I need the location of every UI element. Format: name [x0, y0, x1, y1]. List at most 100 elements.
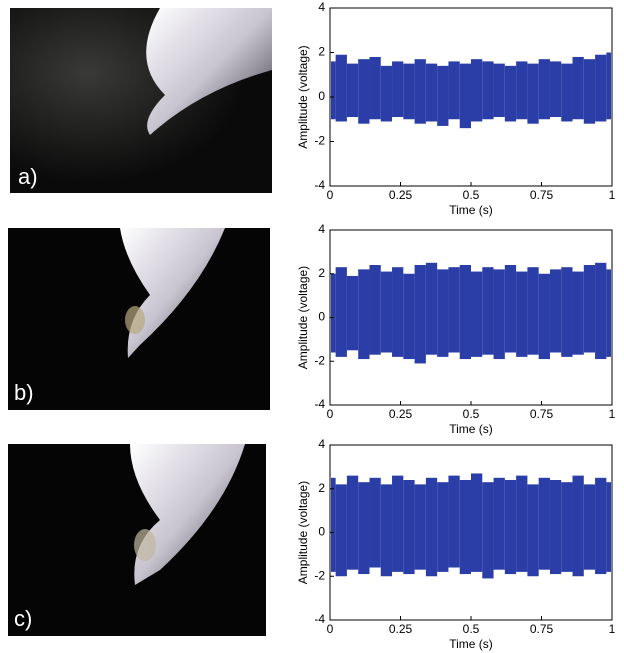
signal-envelope	[471, 59, 483, 122]
signal-envelope	[331, 477, 336, 572]
signal-envelope	[504, 480, 517, 575]
signal-envelope	[606, 52, 611, 120]
signal-envelope	[331, 273, 336, 353]
signal-envelope	[358, 59, 370, 124]
signal-envelope	[437, 65, 449, 126]
y-tick-label: 2	[318, 481, 325, 495]
x-tick-label: 0.75	[530, 188, 554, 202]
signal-envelope	[414, 265, 426, 364]
signal-envelope	[527, 267, 539, 355]
x-tick-label: 1	[609, 188, 616, 202]
signal-envelope	[606, 482, 611, 572]
signal-envelope	[369, 56, 381, 120]
signal-envelope	[482, 61, 494, 120]
photo-b	[8, 228, 270, 410]
x-tick-label: 0.5	[463, 188, 480, 202]
signal-envelope	[471, 473, 483, 572]
x-tick-label: 1	[609, 407, 616, 421]
signal-envelope	[493, 269, 505, 360]
signal-envelope	[583, 484, 596, 570]
signal-envelope	[482, 482, 494, 579]
signal-envelope	[448, 267, 460, 353]
y-tick-label: 0	[318, 525, 325, 539]
x-tick-label: 0	[327, 188, 334, 202]
photo-c	[8, 444, 266, 636]
signal-envelope	[583, 265, 596, 353]
signal-envelope	[538, 273, 550, 360]
x-tick-label: 0.75	[530, 407, 554, 421]
signal-envelope	[549, 61, 562, 118]
y-tick-label: -2	[314, 353, 325, 367]
y-tick-label: 4	[318, 222, 325, 236]
y-tick-label: 0	[318, 89, 325, 103]
signal-envelope	[516, 61, 528, 120]
x-tick-label: 0.5	[463, 622, 480, 636]
y-tick-label: -4	[314, 178, 325, 192]
signal-envelope	[369, 265, 381, 355]
signal-envelope	[425, 477, 438, 577]
signal-envelope	[549, 480, 562, 575]
x-tick-label: 0	[327, 622, 334, 636]
photo-a	[10, 8, 272, 193]
x-tick-label: 0	[327, 407, 334, 421]
x-tick-label: 0.25	[389, 622, 413, 636]
y-tick-label: 4	[318, 437, 325, 451]
y-tick-label: -4	[314, 397, 325, 411]
y-axis-label: Amplitude (voltage)	[296, 481, 310, 584]
y-tick-label: 0	[318, 310, 325, 324]
x-tick-label: 1	[609, 622, 616, 636]
signal-envelope	[335, 54, 347, 122]
signal-envelope	[346, 475, 359, 570]
signal-envelope	[561, 63, 573, 122]
signal-envelope	[561, 267, 573, 357]
signal-envelope	[493, 477, 505, 570]
signal-envelope	[425, 63, 438, 122]
signal-envelope	[437, 269, 449, 357]
x-axis-label: Time (s)	[449, 203, 493, 217]
y-tick-label: -4	[314, 612, 325, 626]
signal-envelope	[583, 59, 596, 124]
signal-envelope	[358, 482, 370, 575]
signal-envelope	[561, 482, 573, 572]
signal-envelope	[606, 269, 611, 357]
signal-envelope	[403, 273, 415, 360]
signal-envelope	[482, 267, 494, 355]
y-tick-label: -2	[314, 568, 325, 582]
signal-envelope	[358, 269, 370, 360]
signal-envelope	[392, 61, 404, 118]
signal-envelope	[527, 63, 539, 124]
signal-envelope	[331, 61, 336, 120]
signal-envelope	[392, 267, 404, 357]
signal-envelope	[459, 265, 471, 360]
panel-label: c)	[14, 606, 32, 631]
y-tick-label: 4	[318, 0, 325, 14]
signal-envelope	[392, 475, 404, 572]
x-axis-label: Time (s)	[449, 422, 493, 436]
signal-envelope	[403, 480, 415, 575]
x-axis-label: Time (s)	[449, 637, 493, 651]
signal-envelope	[459, 63, 471, 129]
signal-envelope	[527, 484, 539, 577]
signal-envelope	[595, 477, 607, 575]
y-axis-label: Amplitude (voltage)	[296, 45, 310, 148]
x-tick-label: 0.25	[389, 188, 413, 202]
y-tick-label: 2	[318, 266, 325, 280]
signal-envelope	[369, 477, 381, 568]
signal-envelope	[380, 65, 393, 122]
signal-envelope	[437, 482, 449, 572]
panel-label: a)	[18, 164, 38, 189]
signal-envelope	[572, 475, 584, 577]
y-axis-label: Amplitude (voltage)	[296, 266, 310, 369]
signal-envelope	[538, 59, 550, 120]
signal-envelope	[595, 262, 607, 360]
signal-envelope	[448, 61, 460, 120]
signal-envelope	[346, 275, 359, 351]
signal-envelope	[346, 63, 359, 118]
signal-envelope	[538, 477, 550, 570]
signal-envelope	[414, 484, 426, 570]
signal-envelope	[572, 56, 584, 120]
signal-envelope	[471, 271, 483, 357]
signal-envelope	[335, 267, 347, 357]
signal-envelope	[425, 262, 438, 355]
